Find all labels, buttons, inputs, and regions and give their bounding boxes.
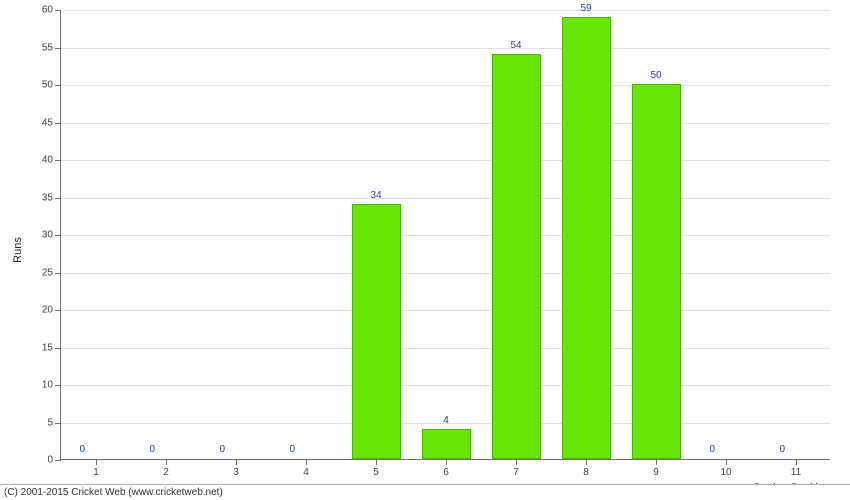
bar: 54: [492, 54, 541, 459]
bar-value-label: 0: [150, 444, 156, 459]
y-tick: [55, 423, 61, 424]
bar: 34: [352, 204, 401, 459]
x-tick-label: 2: [163, 467, 169, 478]
chart-container: Runs 05101520253035404550556010203040534…: [0, 0, 850, 500]
bar-value-label: 0: [80, 444, 86, 459]
gridline: [61, 310, 830, 311]
x-tick: [586, 459, 587, 465]
y-tick: [55, 160, 61, 161]
y-tick: [55, 460, 61, 461]
gridline: [61, 48, 830, 49]
y-tick-label: 35: [42, 192, 53, 203]
x-tick: [96, 459, 97, 465]
y-tick-label: 5: [47, 417, 53, 428]
y-tick: [55, 85, 61, 86]
bar: 59: [562, 17, 611, 460]
x-tick-label: 1: [93, 467, 99, 478]
gridline: [61, 273, 830, 274]
bar-value-label: 50: [650, 70, 661, 85]
y-tick: [55, 235, 61, 236]
x-tick-label: 3: [233, 467, 239, 478]
x-tick: [726, 459, 727, 465]
x-tick: [796, 459, 797, 465]
gridline: [61, 385, 830, 386]
bar-value-label: 0: [780, 444, 786, 459]
y-tick-label: 10: [42, 380, 53, 391]
x-tick-label: 11: [791, 467, 801, 478]
x-tick-label: 7: [513, 467, 519, 478]
x-tick-label: 9: [653, 467, 659, 478]
x-tick: [306, 459, 307, 465]
gridline: [61, 123, 830, 124]
bar-value-label: 54: [510, 40, 521, 55]
y-tick: [55, 198, 61, 199]
y-tick: [55, 385, 61, 386]
bar-value-label: 59: [580, 3, 591, 18]
x-tick-label: 4: [303, 467, 309, 478]
y-tick: [55, 48, 61, 49]
x-tick: [166, 459, 167, 465]
y-tick: [55, 310, 61, 311]
gridline: [61, 198, 830, 199]
x-tick: [656, 459, 657, 465]
y-tick: [55, 273, 61, 274]
x-tick-label: 6: [443, 467, 449, 478]
copyright-footer: (C) 2001-2015 Cricket Web (www.cricketwe…: [0, 484, 850, 500]
gridline: [61, 85, 830, 86]
x-tick: [236, 459, 237, 465]
x-tick: [446, 459, 447, 465]
plot-area: 0510152025303540455055601020304053464754…: [60, 10, 830, 460]
bar-value-label: 34: [370, 190, 381, 205]
x-tick-label: 5: [373, 467, 379, 478]
y-tick-label: 60: [42, 5, 53, 16]
y-tick-label: 45: [42, 117, 53, 128]
y-tick-label: 40: [42, 155, 53, 166]
y-tick: [55, 123, 61, 124]
gridline: [61, 160, 830, 161]
copyright-text: (C) 2001-2015 Cricket Web (www.cricketwe…: [4, 487, 223, 498]
y-tick-label: 0: [47, 455, 53, 466]
y-tick: [55, 348, 61, 349]
bar-value-label: 0: [710, 444, 716, 459]
bar-value-label: 4: [443, 415, 449, 430]
bar-value-label: 0: [290, 444, 296, 459]
y-tick-label: 50: [42, 80, 53, 91]
y-tick-label: 15: [42, 342, 53, 353]
bar: 50: [632, 84, 681, 459]
gridline: [61, 10, 830, 11]
gridline: [61, 235, 830, 236]
bar-value-label: 0: [220, 444, 226, 459]
x-tick-label: 8: [583, 467, 589, 478]
gridline: [61, 348, 830, 349]
x-tick-label: 10: [720, 467, 731, 478]
x-tick: [376, 459, 377, 465]
y-tick-label: 55: [42, 42, 53, 53]
y-tick-label: 25: [42, 267, 53, 278]
y-tick-label: 20: [42, 305, 53, 316]
y-tick-label: 30: [42, 230, 53, 241]
x-tick: [516, 459, 517, 465]
y-axis-title: Runs: [12, 237, 24, 263]
y-tick: [55, 10, 61, 11]
bar: 4: [422, 429, 471, 459]
